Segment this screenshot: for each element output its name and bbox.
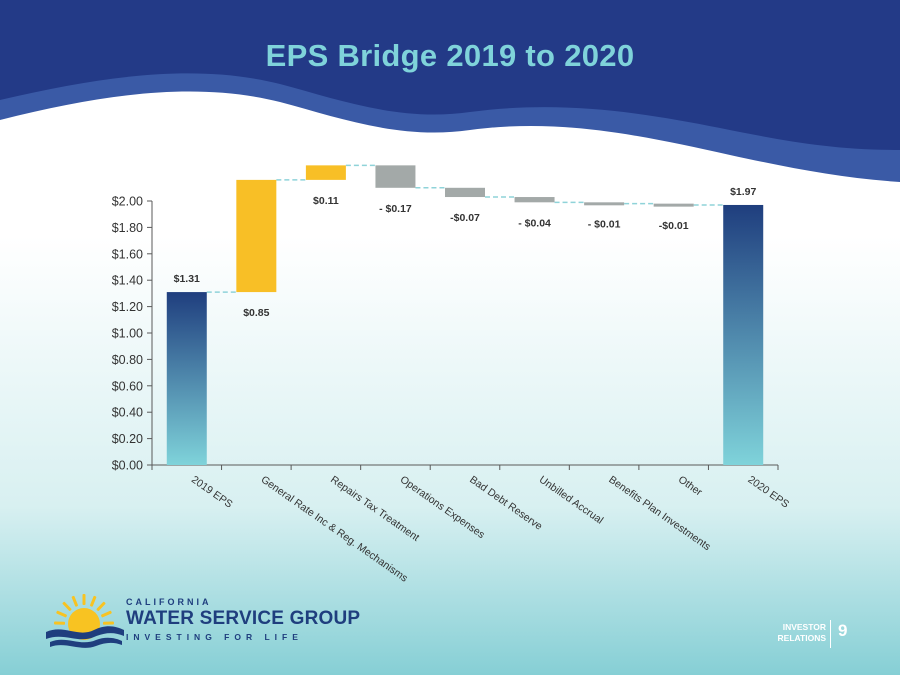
data-label: -$0.07 (450, 212, 480, 224)
data-label: - $0.01 (588, 219, 621, 231)
increase-bar (236, 179, 277, 293)
y-tick-label: $2.00 (112, 195, 143, 209)
data-label: $0.85 (243, 307, 269, 319)
y-tick-label: $1.20 (112, 300, 143, 314)
logo-text-tagline: INVESTING FOR LIFE (126, 632, 303, 642)
logo-text-california: CALIFORNIA (126, 597, 212, 607)
decrease-bar (653, 203, 694, 207)
header-band (0, 0, 900, 150)
data-label: -$0.01 (659, 220, 689, 232)
total-bar (723, 204, 764, 465)
data-label: - $0.04 (518, 217, 551, 229)
sun-logo-icon (46, 594, 124, 648)
y-axis: $0.00 $0.20 $0.40 $0.60 $0.80 $1.00 $1.20 $1.40… (112, 195, 153, 473)
data-label: $1.31 (174, 273, 200, 285)
y-tick-label: $0.40 (112, 406, 143, 420)
y-tick-label: $1.00 (112, 327, 143, 341)
x-category-label: Other (676, 474, 705, 499)
decrease-bar (584, 202, 625, 206)
x-category-label: 2020 EPS (746, 474, 792, 511)
data-label: $1.97 (730, 186, 756, 198)
total-bar (166, 292, 207, 465)
slide-title: EPS Bridge 2019 to 2020 (265, 38, 635, 73)
y-tick-label: $0.00 (112, 459, 143, 473)
data-labels: $1.31 $0.85 $0.11 - $0.17 -$0.07 - $0.04 - $0.… (174, 186, 757, 319)
page-number: 9 (838, 621, 848, 640)
decrease-bar (514, 197, 555, 203)
x-category-label: 2019 EPS (189, 474, 235, 511)
y-tick-label: $1.80 (112, 221, 143, 235)
y-tick-label: $1.60 (112, 247, 143, 261)
investor-label: INVESTOR (782, 622, 826, 632)
relations-label: RELATIONS (777, 633, 826, 643)
x-category-label: Bad Debt Reserve (467, 474, 544, 533)
y-tick-label: $1.40 (112, 274, 143, 288)
x-category-label: Unbilled Accrual (537, 474, 606, 527)
connector-lines (206, 164, 724, 293)
y-tick-label: $0.20 (112, 432, 143, 446)
footer-divider (830, 620, 831, 648)
y-tick-label: $0.60 (112, 379, 143, 393)
increase-bar (305, 165, 346, 180)
x-category-label: General Rate Inc & Reg. Mechanisms (259, 474, 410, 585)
bars (166, 165, 764, 465)
data-label: - $0.17 (379, 203, 412, 215)
decrease-bar (445, 187, 485, 198)
decrease-bar (375, 165, 416, 188)
data-label: $0.11 (313, 195, 339, 207)
x-axis: 2019 EPS General Rate Inc & Reg. Mechanis… (151, 464, 792, 585)
y-tick-label: $0.80 (112, 353, 143, 367)
investor-relations-label: INVESTOR RELATIONS (760, 622, 826, 644)
logo-text-company: WATER SERVICE GROUP (126, 608, 361, 629)
